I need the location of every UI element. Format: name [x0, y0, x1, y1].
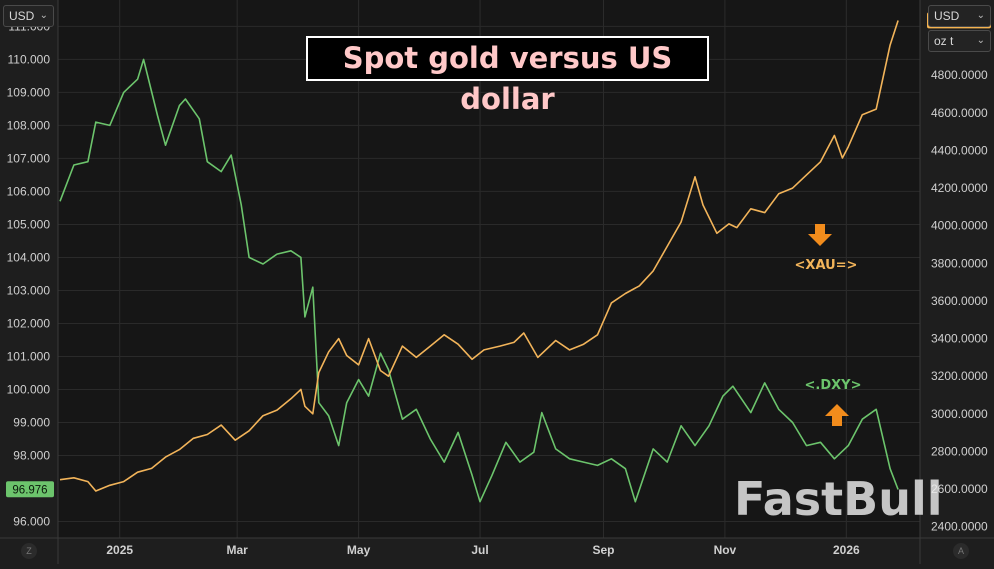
right-subunit-selector[interactable]: oz t ⌄ — [928, 30, 991, 52]
x-tick-label: May — [347, 543, 371, 557]
left-tick-label: 103.000 — [7, 283, 51, 297]
right-tick-label: 4200.0000 — [931, 181, 988, 195]
right-subunit-label: oz t — [934, 34, 954, 48]
plot-area — [58, 0, 920, 538]
xau-down-arrow-icon — [808, 224, 832, 246]
right-tick-label: 4800.0000 — [931, 68, 988, 82]
left-tick-label: 105.000 — [7, 217, 51, 231]
left-tick-label: 109.000 — [7, 85, 51, 99]
x-tick-label: 2026 — [833, 543, 860, 557]
right-tick-label: 2400.0000 — [931, 520, 988, 534]
series-line-xau — [59, 20, 899, 492]
left-tick-label: 110.000 — [8, 52, 51, 66]
left-unit-selector[interactable]: USD ⌄ — [3, 5, 54, 27]
right-tick-label: 3800.0000 — [931, 256, 988, 270]
xau-series-label: <XAU=> — [795, 258, 858, 273]
right-tick-label: 2600.0000 — [931, 482, 988, 496]
dxy-last-value-label: 96.976 — [12, 484, 47, 496]
chevron-down-icon: ⌄ — [39, 10, 48, 21]
left-tick-label: 101.000 — [7, 349, 51, 363]
dxy-series-label: <.DXY> — [805, 378, 862, 393]
dxy-last-value-badge — [6, 481, 54, 498]
right-tick-label: 4600.0000 — [931, 106, 988, 120]
right-unit-selector[interactable]: USD ⌄ — [928, 5, 991, 27]
x-tick-label: 2025 — [106, 543, 133, 557]
right-tick-label: 3000.0000 — [931, 407, 988, 421]
x-tick-label: Mar — [226, 543, 248, 557]
left-tick-label: 104.000 — [7, 250, 51, 264]
series-line-dxy — [59, 58, 899, 503]
left-tick-label: 100.000 — [7, 382, 51, 396]
x-tick-label: Sep — [592, 543, 614, 557]
right-tick-label: 2800.0000 — [931, 444, 988, 458]
left-unit-label: USD — [9, 9, 35, 23]
x-tick-label: Jul — [471, 543, 488, 557]
right-tick-label: 4000.0000 — [931, 219, 988, 233]
zoom-reset-button[interactable]: Z — [21, 543, 37, 559]
left-tick-label: 107.000 — [7, 151, 51, 165]
right-tick-label: 3200.0000 — [931, 369, 988, 383]
left-tick-label: 108.000 — [7, 118, 51, 132]
left-tick-label: 96.000 — [13, 514, 50, 528]
fastbull-watermark: FastBull — [734, 472, 943, 526]
x-tick-label: Nov — [714, 543, 737, 557]
right-tick-label: 4400.0000 — [931, 143, 988, 157]
dxy-up-arrow-icon — [825, 404, 849, 426]
right-unit-label: USD — [934, 9, 960, 23]
series-layer — [59, 20, 899, 503]
grid — [58, 0, 920, 538]
left-tick-label: 106.000 — [7, 184, 51, 198]
chart-title: Spot gold versus US dollar — [306, 36, 709, 116]
chevron-down-icon: ⌄ — [976, 35, 985, 46]
right-tick-label: 3400.0000 — [931, 332, 988, 346]
left-tick-label: 99.000 — [13, 415, 50, 429]
right-tick-label: 3600.0000 — [931, 294, 988, 308]
left-tick-label: 102.000 — [7, 316, 51, 330]
auto-scale-button[interactable]: A — [953, 543, 969, 559]
left-tick-label: 98.000 — [13, 448, 50, 462]
chevron-down-icon: ⌄ — [976, 10, 985, 21]
